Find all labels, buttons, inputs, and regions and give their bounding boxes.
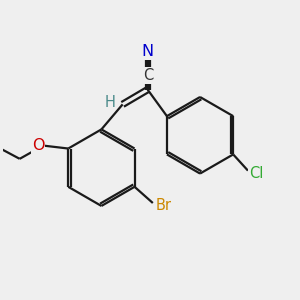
- Text: N: N: [142, 44, 154, 59]
- Text: Cl: Cl: [249, 166, 263, 181]
- Text: O: O: [32, 138, 44, 153]
- Text: C: C: [143, 68, 153, 83]
- Text: H: H: [105, 94, 116, 110]
- Text: Br: Br: [155, 198, 171, 213]
